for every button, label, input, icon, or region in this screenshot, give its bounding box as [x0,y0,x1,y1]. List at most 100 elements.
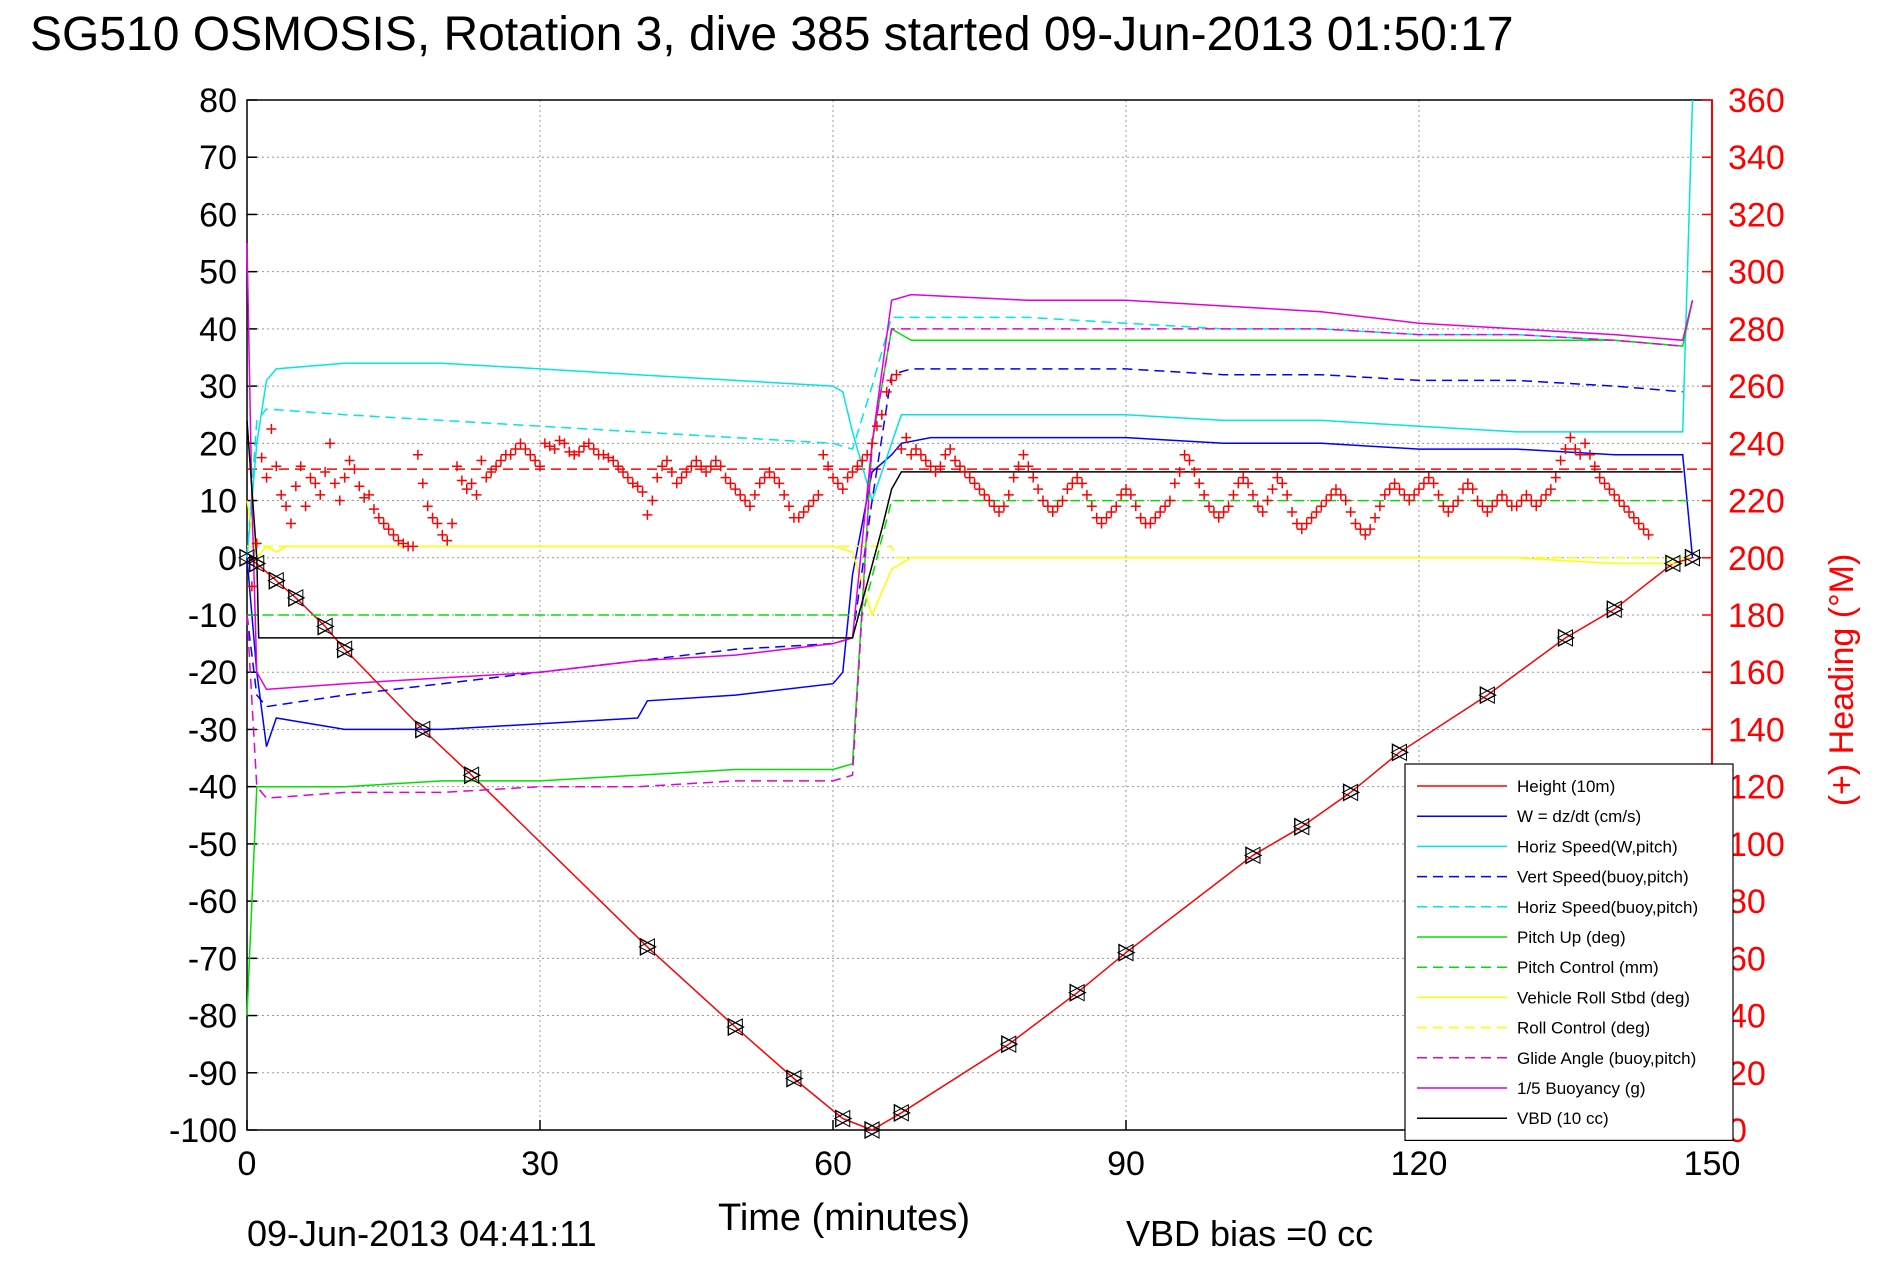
heading-point [1174,466,1185,477]
heading-point [1037,495,1048,506]
heading-point [998,501,1009,512]
heading-point [901,432,912,443]
heading-point [305,472,316,483]
heading-point [266,424,277,435]
heading-point [1116,489,1127,500]
heading-point [535,461,545,472]
heading-point [857,455,868,466]
heading-point [837,484,848,495]
heading-point [686,461,697,472]
y-tick-label: -10 [188,597,237,635]
y-tick-label: 60 [199,196,237,234]
heading-point [1052,501,1063,512]
heading-point [1125,489,1136,500]
heading-point [1340,495,1351,506]
heading-point [408,541,419,552]
heading-point [1370,512,1381,523]
heading-point [1589,461,1600,472]
heading-point [1555,455,1566,466]
heading-point [828,472,838,483]
heading-point [1575,449,1586,460]
heading-point [1623,507,1634,517]
y-right-tick-label: 220 [1728,483,1785,521]
legend-entry: Height (10m) [1517,777,1615,796]
heading-point [1609,489,1620,500]
x-tick-label: 90 [1107,1145,1145,1183]
heading-point [1345,507,1356,517]
heading-point [285,518,296,529]
heading-point [510,444,521,455]
heading-point [1023,461,1034,472]
heading-point [525,449,536,460]
heading-point [1179,449,1190,460]
heading-point [808,495,819,506]
heading-point [1208,507,1219,517]
heading-point [847,466,858,477]
heading-point [588,444,599,455]
heading-point [1033,484,1044,495]
heading-point [769,472,780,483]
heading-point [1394,484,1405,495]
heading-point [994,507,1005,517]
y-tick-label: 50 [199,254,237,292]
heading-point [1418,478,1429,489]
heading-point [823,461,834,472]
heading-point [1062,484,1073,495]
heading-point [1414,484,1424,495]
heading-point [1145,518,1156,529]
heading-point [930,466,941,477]
heading-point [1355,524,1366,535]
y-right-tick-label: 260 [1728,368,1785,406]
heading-point [1218,507,1229,517]
heading-point [642,509,653,520]
heading-point [1428,478,1439,489]
heading-point [657,461,668,472]
heading-point [1042,501,1053,512]
plot-area: 80706050403020100-10-20-30-40-50-60-70-8… [169,82,1785,1183]
heading-point [1457,484,1468,495]
heading-point [1643,529,1654,540]
heading-point [1326,489,1337,500]
heading-point [1374,501,1385,512]
heading-point [461,484,472,495]
heading-point [871,421,882,432]
heading-point [989,501,1000,512]
heading-point [1243,478,1254,489]
y-tick-label: -40 [188,769,237,807]
heading-point [1482,507,1493,517]
heading-point [1516,495,1527,506]
heading-point [671,478,682,489]
heading-point [1540,489,1551,500]
heading-point [710,455,721,466]
heading-point [1594,472,1605,483]
y-right-tick-label: 340 [1728,139,1785,177]
heading-point [701,466,712,477]
heading-point [1301,518,1312,529]
legend-box [1404,763,1734,1141]
heading-point [876,409,887,420]
heading-point [852,461,863,472]
heading-point [906,449,917,460]
heading-point [1404,495,1415,506]
heading-point [1155,507,1166,517]
heading-point [1008,472,1019,483]
series-line-11 [246,420,1683,639]
height-marker-back [1683,548,1700,567]
heading-point [705,461,716,472]
height-marker-back [1292,817,1310,836]
heading-point [1531,501,1542,512]
heading-point [613,461,624,472]
x-tick-label: 150 [1684,1145,1741,1183]
heading-point [1501,495,1512,506]
y-tick-label: -70 [188,940,237,978]
heading-point [1365,524,1376,535]
heading-point [940,449,951,460]
heading-point [759,472,770,483]
heading-point [1399,489,1410,500]
heading-point [1389,478,1400,489]
y-tick-label: -50 [188,826,237,864]
heading-point [530,455,541,466]
heading-point [1247,489,1258,500]
heading-point [1335,489,1346,500]
legend-entry: 1/5 Buoyancy (g) [1517,1079,1646,1098]
